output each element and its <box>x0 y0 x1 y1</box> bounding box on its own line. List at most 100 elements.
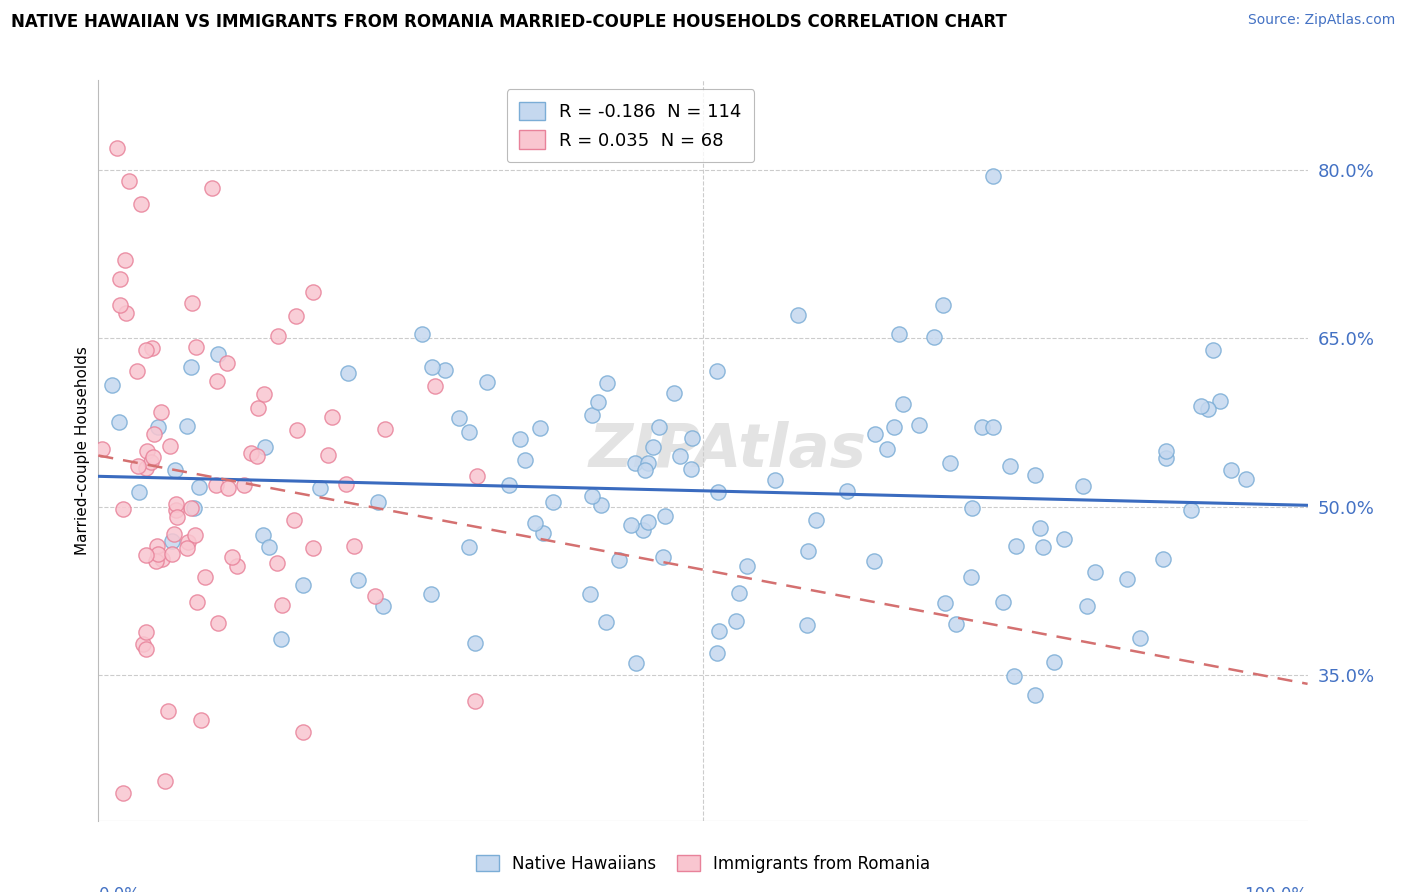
Point <box>1202 343 1225 357</box>
Point <box>634 463 657 477</box>
Point <box>637 516 659 530</box>
Point <box>458 425 481 439</box>
Point <box>1002 668 1025 682</box>
Point <box>188 480 211 494</box>
Point <box>707 485 730 500</box>
Point <box>891 397 914 411</box>
Point <box>1043 655 1066 669</box>
Point <box>970 420 993 434</box>
Point <box>91 442 114 457</box>
Point <box>1197 401 1219 416</box>
Point <box>991 595 1014 609</box>
Point <box>302 541 325 556</box>
Point <box>108 298 131 312</box>
Point <box>176 541 198 555</box>
Point <box>648 420 671 434</box>
Point <box>132 637 155 651</box>
Point <box>207 616 229 631</box>
Point <box>981 169 1004 183</box>
Point <box>181 296 204 310</box>
Point <box>118 174 141 188</box>
Point <box>763 473 786 487</box>
Text: ZIPAtlas: ZIPAtlas <box>588 421 866 480</box>
Y-axis label: Married-couple Households: Married-couple Households <box>75 346 90 555</box>
Point <box>423 378 446 392</box>
Point <box>513 453 536 467</box>
Point <box>246 449 269 463</box>
Point <box>449 410 471 425</box>
Point <box>309 481 332 495</box>
Point <box>796 618 818 632</box>
Point <box>465 468 488 483</box>
Point <box>145 554 167 568</box>
Point <box>887 327 910 342</box>
Point <box>595 615 617 630</box>
Point <box>135 642 157 657</box>
Point <box>232 477 254 491</box>
Point <box>633 524 655 538</box>
Point <box>1219 463 1241 477</box>
Point <box>531 525 554 540</box>
Point <box>157 704 180 718</box>
Point <box>146 547 169 561</box>
Text: 0.0%: 0.0% <box>98 886 141 892</box>
Point <box>922 330 945 344</box>
Point <box>945 617 967 632</box>
Point <box>1032 540 1054 554</box>
Point <box>165 497 187 511</box>
Point <box>221 550 243 565</box>
Point <box>107 416 129 430</box>
Point <box>302 285 325 299</box>
Point <box>643 440 665 454</box>
Point <box>1005 539 1028 553</box>
Point <box>883 419 905 434</box>
Point <box>160 533 183 548</box>
Point <box>735 558 758 573</box>
Text: NATIVE HAWAIIAN VS IMMIGRANTS FROM ROMANIA MARRIED-COUPLE HOUSEHOLDS CORRELATION: NATIVE HAWAIIAN VS IMMIGRANTS FROM ROMAN… <box>11 13 1007 31</box>
Point <box>960 501 983 516</box>
Point <box>524 516 547 531</box>
Point <box>270 598 292 612</box>
Point <box>153 774 176 789</box>
Point <box>105 140 128 154</box>
Point <box>1028 521 1050 535</box>
Point <box>316 448 339 462</box>
Point <box>498 478 520 492</box>
Point <box>135 461 157 475</box>
Point <box>609 553 631 567</box>
Point <box>637 456 659 470</box>
Point <box>475 375 498 389</box>
Point <box>142 450 165 465</box>
Point <box>321 410 343 425</box>
Point <box>205 478 228 492</box>
Point <box>150 404 173 418</box>
Point <box>579 587 602 601</box>
Point <box>596 376 619 391</box>
Point <box>205 375 228 389</box>
Point <box>127 458 149 473</box>
Point <box>165 503 187 517</box>
Point <box>1189 399 1212 413</box>
Point <box>108 272 131 286</box>
Point <box>1053 532 1076 546</box>
Point <box>111 786 134 800</box>
Point <box>190 713 212 727</box>
Point <box>624 656 647 670</box>
Point <box>142 426 165 441</box>
Text: Source: ZipAtlas.com: Source: ZipAtlas.com <box>1247 13 1395 28</box>
Point <box>707 624 730 638</box>
Point <box>509 432 531 446</box>
Point <box>335 477 357 491</box>
Point <box>420 360 443 375</box>
Point <box>541 495 564 509</box>
Point <box>128 484 150 499</box>
Point <box>669 449 692 463</box>
Point <box>1208 393 1230 408</box>
Point <box>1152 551 1174 566</box>
Point <box>664 386 686 401</box>
Point <box>253 386 276 401</box>
Point <box>246 401 269 415</box>
Point <box>285 423 308 437</box>
Point <box>186 341 208 355</box>
Point <box>620 517 643 532</box>
